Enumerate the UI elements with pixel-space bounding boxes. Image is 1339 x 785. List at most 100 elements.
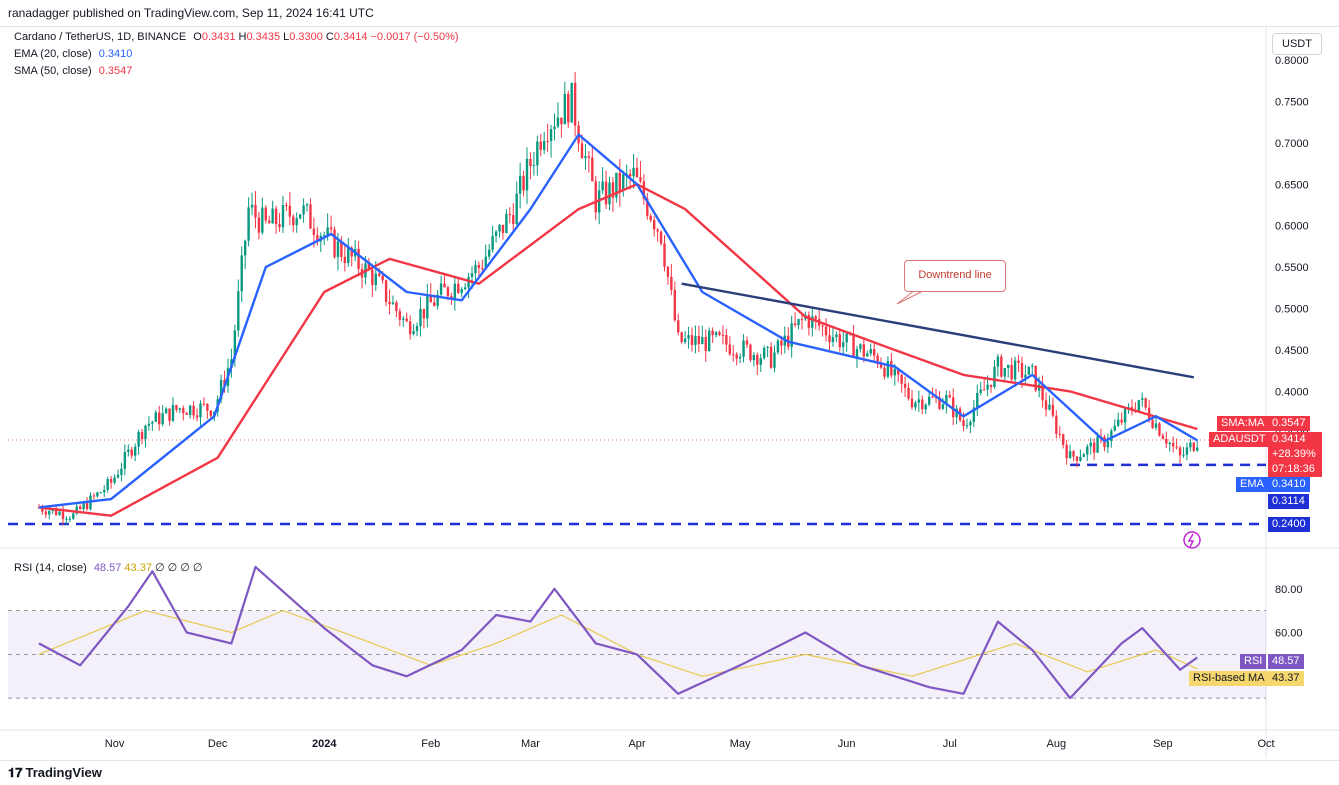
candle-body [1158, 423, 1161, 436]
candle-body [628, 173, 632, 177]
candle-body [106, 479, 109, 490]
candle-body [642, 181, 646, 199]
candle-body [608, 182, 611, 205]
candle-body [113, 477, 116, 483]
candle-body [941, 404, 945, 409]
candle-body [666, 266, 670, 277]
candle-body [556, 117, 560, 127]
candle-body [92, 495, 96, 497]
sma-value: 0.3547 [98, 65, 133, 77]
candle-body [233, 330, 237, 360]
candle-body [68, 518, 72, 520]
ohlc-key: L [283, 31, 290, 43]
candle-body [405, 318, 408, 322]
candle-body [855, 349, 859, 358]
candle-body [728, 344, 732, 355]
candle-body [147, 423, 151, 426]
candle-body [133, 446, 137, 456]
candle-body [965, 425, 969, 427]
candle-body [1144, 398, 1147, 408]
candle-body [185, 413, 188, 415]
candle-body [831, 337, 835, 343]
candle-body [175, 405, 178, 410]
candle-body [707, 330, 711, 351]
price-change: +28.39% [1272, 448, 1316, 460]
candle-body [852, 334, 855, 358]
candle-body [412, 331, 415, 335]
candle-body [1196, 447, 1199, 451]
ema-tag-value: 0.3410 [1268, 477, 1310, 492]
candle-body [61, 511, 65, 519]
candle-body [718, 332, 721, 335]
candle-body [931, 396, 934, 398]
candle-body [1075, 456, 1079, 461]
candle-body [903, 383, 907, 388]
candle-body [580, 143, 584, 159]
footer-brand: TradingView [25, 765, 102, 780]
candle-body [1151, 420, 1154, 428]
candle-body [982, 389, 986, 391]
candle-body [65, 518, 68, 520]
candle-body [123, 451, 127, 469]
candle-body [924, 404, 927, 410]
candle-body [532, 165, 536, 167]
candle-body [914, 402, 917, 408]
candle-body [78, 506, 82, 510]
candle-body [347, 247, 350, 263]
currency-button[interactable]: USDT [1272, 33, 1322, 55]
candle-body [1137, 400, 1141, 411]
candle-body [103, 489, 106, 493]
candle-body [439, 283, 443, 295]
candle-body [505, 213, 508, 233]
candle-body [426, 294, 429, 319]
candle-body [563, 94, 567, 125]
candle-body [247, 207, 250, 241]
candle-body [1096, 436, 1099, 453]
candle-body [594, 181, 597, 213]
candle-body [897, 368, 900, 375]
ohlc-key: O [193, 31, 202, 43]
candle-body [302, 205, 305, 215]
candle-body [240, 255, 243, 292]
time-tick-label: Apr [628, 738, 645, 750]
candle-body [824, 326, 828, 336]
candle-body [721, 334, 725, 336]
candle-body [182, 408, 185, 414]
candle-body [285, 205, 288, 207]
candle-body [1175, 446, 1178, 448]
time-tick-label: 2024 [312, 738, 337, 750]
candle-body [501, 224, 505, 233]
price-tick-label: 0.5500 [1275, 262, 1309, 274]
candle-body [835, 334, 838, 338]
candle-body [1065, 444, 1068, 459]
candle-body [1055, 415, 1058, 434]
ohlc-key: C [325, 31, 334, 43]
support-tag-1: 0.3114 [1268, 494, 1309, 509]
candle-body [522, 175, 525, 191]
candle-body [529, 158, 532, 166]
candle-body [261, 207, 264, 233]
candle-body [1189, 442, 1192, 448]
candle-body [1178, 447, 1182, 456]
candle-body [357, 248, 360, 269]
candle-body [704, 337, 707, 351]
candle-body [450, 296, 453, 299]
candle-body [494, 231, 498, 236]
candle-body [99, 492, 103, 494]
candle-body [969, 421, 972, 426]
downtrend-annotation: Downtrend line [904, 260, 1006, 292]
price-tick-label: 0.4500 [1275, 345, 1309, 357]
lightning-bolt-icon [1187, 533, 1195, 548]
candle-body [470, 273, 474, 277]
candle-body [54, 508, 58, 515]
candle-body [962, 420, 965, 426]
candle-body [1182, 454, 1185, 456]
candle-body [1010, 364, 1013, 380]
time-tick-label: Aug [1047, 738, 1067, 750]
candle-body [646, 198, 649, 216]
candle-body [1017, 360, 1020, 363]
candle-body [749, 344, 752, 361]
candle-body [560, 117, 563, 125]
symbol-name: Cardano / TetherUS, 1D, BINANCE [14, 31, 187, 43]
